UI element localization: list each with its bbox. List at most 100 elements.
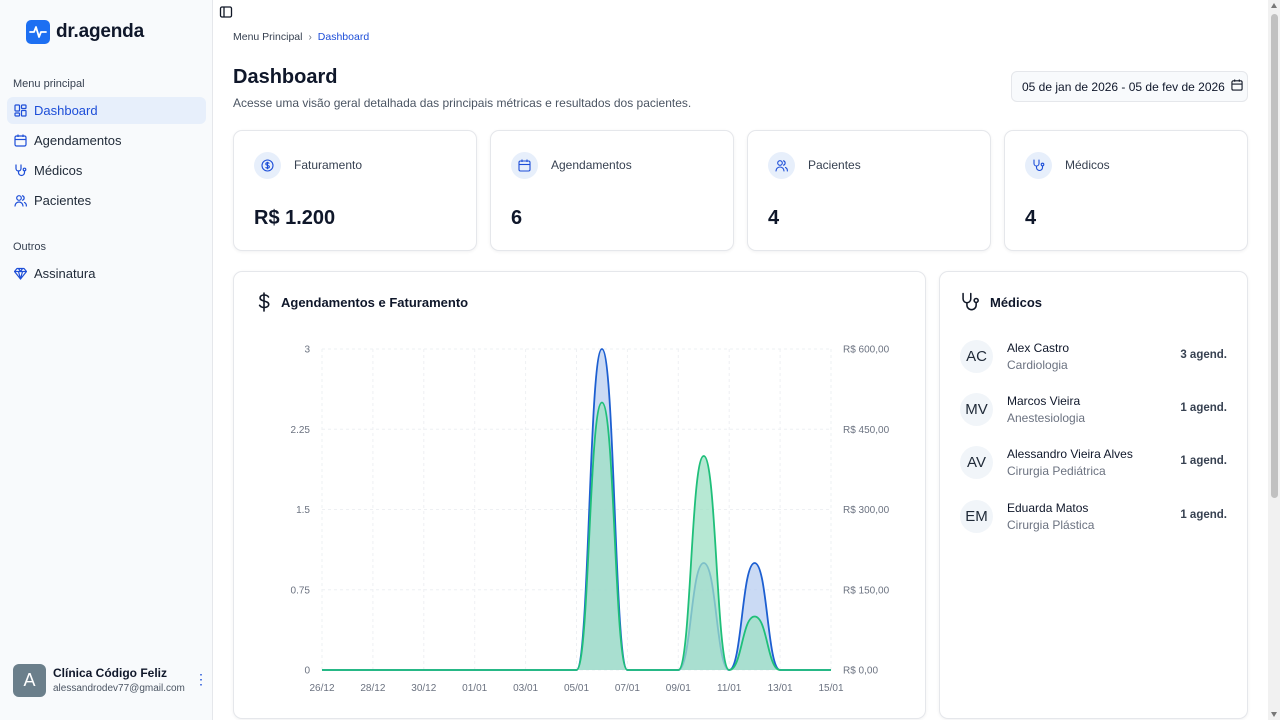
stethoscope-icon xyxy=(1025,152,1052,179)
x-tick-label: 01/01 xyxy=(462,683,487,694)
x-tick-label: 03/01 xyxy=(513,683,538,694)
gem-icon xyxy=(14,267,27,280)
date-range-picker[interactable]: 05 de jan de 2026 - 05 de fev de 2026 xyxy=(1011,71,1248,102)
doctor-specialty: Cirurgia Pediátrica xyxy=(1007,464,1106,478)
chevron-right-icon: › xyxy=(308,31,312,43)
x-tick-label: 09/01 xyxy=(666,683,691,694)
x-tick-label: 28/12 xyxy=(360,683,385,694)
user-email: alessandrodev77@gmail.com xyxy=(53,683,185,694)
sidebar-item-pacientes[interactable]: Pacientes xyxy=(7,187,206,214)
doctor-appointment-count: 1 agend. xyxy=(1180,455,1227,467)
page-title: Dashboard xyxy=(233,66,338,88)
page-subtitle: Acesse uma visão geral detalhada das pri… xyxy=(233,96,692,110)
group-label-other: Outros xyxy=(13,241,47,253)
y-left-tick-label: 2.25 xyxy=(291,425,311,436)
brand-logo[interactable]: dr.agenda xyxy=(26,20,144,44)
x-tick-label: 05/01 xyxy=(564,683,589,694)
page-scrollbar[interactable] xyxy=(1268,0,1280,720)
stat-label: Médicos xyxy=(1065,158,1110,172)
doctor-row[interactable]: AC Alex Castro Cardiologia 3 agend. xyxy=(960,339,1227,375)
user-name: Clínica Código Feliz xyxy=(53,666,168,680)
y-right-tick-label: R$ 450,00 xyxy=(843,425,890,436)
stat-label: Pacientes xyxy=(808,158,861,172)
calendar-icon xyxy=(14,134,27,147)
stat-card-agendamentos: Agendamentos 6 xyxy=(490,130,734,251)
dashboard-icon xyxy=(14,104,27,117)
stat-value: R$ 1.200 xyxy=(254,207,336,229)
doctors-panel-title: Médicos xyxy=(990,295,1043,310)
stethoscope-icon xyxy=(14,164,27,177)
sidebar-item-agendamentos[interactable]: Agendamentos xyxy=(7,127,206,154)
stat-value: 4 xyxy=(1025,207,1037,229)
doctor-row[interactable]: EM Eduarda Matos Cirurgia Plástica 1 age… xyxy=(960,499,1227,535)
x-tick-label: 07/01 xyxy=(615,683,640,694)
calendar-icon xyxy=(511,152,538,179)
stat-card-pacientes: Pacientes 4 xyxy=(747,130,991,251)
sidebar-item-label: Dashboard xyxy=(34,103,98,118)
doctor-specialty: Cardiologia xyxy=(1007,358,1068,372)
dollar-circle-icon xyxy=(254,152,281,179)
doctor-name: Eduarda Matos xyxy=(1007,501,1089,515)
pulse-icon xyxy=(26,20,50,44)
scroll-up-icon[interactable] xyxy=(1271,3,1277,8)
sidebar-item-label: Assinatura xyxy=(34,266,96,281)
x-tick-label: 30/12 xyxy=(411,683,436,694)
doctor-appointment-count: 1 agend. xyxy=(1180,402,1227,414)
stat-label: Faturamento xyxy=(294,158,363,172)
stat-label: Agendamentos xyxy=(551,158,632,172)
y-right-tick-label: R$ 600,00 xyxy=(843,345,890,356)
sidebar-item-dashboard[interactable]: Dashboard xyxy=(7,97,206,124)
stethoscope-icon xyxy=(960,292,980,317)
user-menu[interactable]: A Clínica Código Feliz alessandrodev77@g… xyxy=(13,663,208,697)
stat-card-medicos: Médicos 4 xyxy=(1004,130,1248,251)
doctor-appointment-count: 1 agend. xyxy=(1180,509,1227,521)
doctor-name: Alex Castro xyxy=(1007,341,1070,355)
dollar-sign-icon xyxy=(256,292,272,312)
scroll-down-icon[interactable] xyxy=(1271,712,1277,717)
doctor-specialty: Anestesiologia xyxy=(1007,411,1086,425)
scroll-thumb[interactable] xyxy=(1271,14,1278,498)
stat-value: 6 xyxy=(511,207,523,229)
doctor-row[interactable]: MV Marcos Vieira Anestesiologia 1 agend. xyxy=(960,392,1227,428)
y-left-tick-label: 3 xyxy=(304,345,310,356)
x-tick-label: 11/01 xyxy=(717,683,742,694)
breadcrumb-current: Dashboard xyxy=(317,31,370,43)
doctor-avatar: EM xyxy=(960,500,993,533)
area-chart: 0 R$ 0,00 0.75 R$ 150,00 1.5 R$ 300,00 2.25 R$ … xyxy=(291,345,890,695)
brand-name: dr.agenda xyxy=(56,21,144,42)
y-left-tick-label: 0 xyxy=(304,666,310,677)
stat-card-faturamento: Faturamento R$ 1.200 xyxy=(233,130,477,251)
sidebar-item-label: Médicos xyxy=(34,163,83,178)
users-icon xyxy=(768,152,795,179)
sidebar: dr.agenda Menu principal Dashboard Agend… xyxy=(0,0,213,720)
sidebar-item-label: Pacientes xyxy=(34,193,92,208)
sidebar-toggle-icon[interactable] xyxy=(219,5,233,19)
x-tick-label: 13/01 xyxy=(768,683,793,694)
breadcrumb: Menu Principal › Dashboard xyxy=(233,31,369,43)
date-range-label: 05 de jan de 2026 - 05 de fev de 2026 xyxy=(1022,79,1225,94)
sidebar-item-assinatura[interactable]: Assinatura xyxy=(7,260,206,287)
chart-card: Agendamentos e Faturamento 0 R$ 0,00 0.75 R… xyxy=(233,271,926,719)
y-right-tick-label: R$ 150,00 xyxy=(843,585,890,596)
doctor-row[interactable]: AV Alessandro Vieira Alves Cirurgia Pedi… xyxy=(960,445,1227,481)
doctor-avatar: AV xyxy=(960,446,993,479)
more-vertical-icon[interactable]: ⋮ xyxy=(194,671,208,687)
doctor-avatar: AC xyxy=(960,340,993,373)
doctor-appointment-count: 3 agend. xyxy=(1180,349,1227,361)
stat-value: 4 xyxy=(768,207,780,229)
doctor-name: Marcos Vieira xyxy=(1007,394,1081,408)
sidebar-item-medicos[interactable]: Médicos xyxy=(7,157,206,184)
x-tick-label: 26/12 xyxy=(309,683,334,694)
doctor-specialty: Cirurgia Plástica xyxy=(1007,518,1095,532)
avatar: A xyxy=(13,663,46,697)
breadcrumb-root[interactable]: Menu Principal xyxy=(233,31,303,43)
group-label-main: Menu principal xyxy=(13,78,85,90)
sidebar-item-label: Agendamentos xyxy=(34,133,122,148)
doctor-name: Alessandro Vieira Alves xyxy=(1007,447,1133,461)
y-right-tick-label: R$ 300,00 xyxy=(843,505,890,516)
series-line-1 xyxy=(322,401,831,671)
doctors-panel: Médicos AC Alex Castro Cardiologia 3 age… xyxy=(939,271,1248,719)
series-area-1 xyxy=(322,402,831,670)
y-left-tick-label: 0.75 xyxy=(291,585,311,596)
y-right-tick-label: R$ 0,00 xyxy=(843,666,878,677)
